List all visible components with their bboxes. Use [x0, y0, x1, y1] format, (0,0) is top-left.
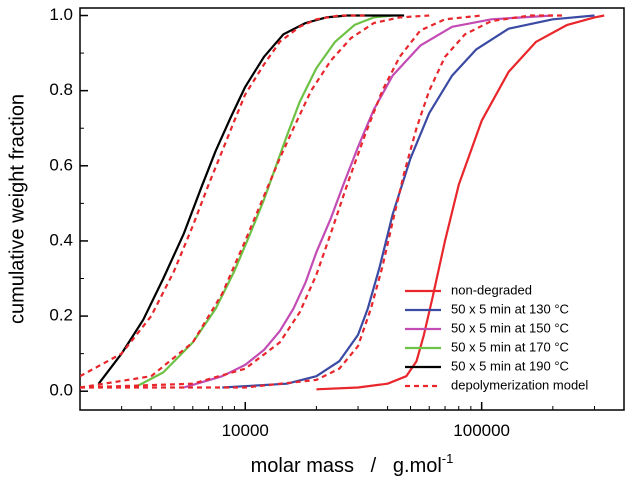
model-curve-3: [80, 14, 482, 389]
y-tick-label: 1.0: [49, 5, 73, 24]
x-tick-label: 100000: [453, 421, 510, 440]
legend-label: depolymerization model: [451, 377, 588, 392]
x-axis-title: molar mass / g.mol-1: [251, 451, 454, 477]
series-line-3: [183, 14, 553, 389]
plot-frame: [79, 7, 625, 411]
legend-label: 50 x 5 min at 150 °C: [451, 320, 569, 335]
y-tick-label: 0.2: [49, 306, 73, 325]
legend-label: 50 x 5 min at 170 °C: [451, 339, 569, 354]
model-curve-1: [80, 14, 365, 378]
y-tick-label: 0.8: [49, 80, 73, 99]
series-line-4: [133, 14, 393, 389]
model-curve-4: [80, 14, 563, 389]
series-layer: [80, 14, 605, 391]
series-line-2: [222, 14, 595, 389]
y-tick-label: 0.0: [49, 381, 73, 400]
model-curve-2: [80, 14, 430, 389]
x-axis-title-superscript: -1: [442, 451, 454, 466]
axis-ticks: 0.0 0.2 0.4 0.6 0.8 1.0 10000 100000: [49, 5, 595, 440]
y-axis-title: cumulative weight fraction: [6, 94, 28, 324]
legend: non-degraded 50 x 5 min at 130 °C 50 x 5 m…: [405, 282, 588, 392]
series-line-1: [316, 14, 605, 391]
series-line-5: [97, 14, 405, 385]
legend-label: non-degraded: [451, 282, 532, 297]
y-tick-label: 0.4: [49, 230, 73, 249]
x-axis-title-main: molar mass / g.mol: [251, 455, 442, 477]
y-tick-label: 0.6: [49, 155, 73, 174]
x-tick-label: 10000: [222, 421, 269, 440]
legend-label: 50 x 5 min at 190 °C: [451, 358, 569, 373]
legend-label: 50 x 5 min at 130 °C: [451, 301, 569, 316]
